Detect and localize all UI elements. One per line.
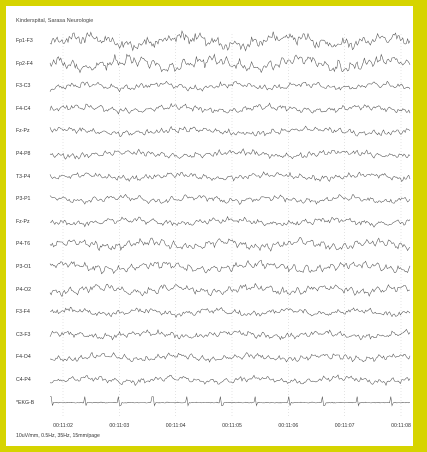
channel-label: T3-P4 <box>16 173 31 180</box>
channel-label: P4-P8 <box>16 151 31 157</box>
eeg-channel-trace <box>49 259 411 275</box>
recording-settings: 10uV/mm, 0.5Hz, 35Hz, 15mm/page <box>16 433 100 439</box>
eeg-channel-trace <box>49 194 411 205</box>
channel-label: *EKG-B <box>16 399 35 406</box>
channel-label: P3-O1 <box>16 264 31 270</box>
channel-label: Fp1-F3 <box>16 38 33 44</box>
channel-label: P3-P1 <box>16 196 31 203</box>
eeg-channel-trace <box>49 125 411 137</box>
channel-label: F4-O4 <box>16 354 31 361</box>
channel-label: C4-P4 <box>16 377 31 383</box>
channel-label: F3-C3 <box>16 83 31 90</box>
eeg-channel-trace <box>49 215 411 228</box>
eeg-channel-trace <box>49 30 411 52</box>
channel-label: F3-F4 <box>16 309 30 316</box>
eeg-channel-trace <box>49 374 411 386</box>
eeg-channel-trace <box>49 328 411 341</box>
eeg-channel-trace <box>49 148 411 160</box>
eeg-trace-area[interactable] <box>6 6 413 446</box>
channel-label: F4-C4 <box>16 105 31 112</box>
channel-label: Fz-Pz <box>16 128 30 135</box>
eeg-channel-trace <box>50 306 411 318</box>
eeg-channel-trace <box>49 351 411 363</box>
channel-label: C3-F3 <box>16 331 31 338</box>
eeg-channel-trace <box>49 102 411 115</box>
eeg-channel-trace <box>49 237 411 252</box>
eeg-channel-trace <box>49 171 411 182</box>
page-title: Kinderspital, Sarasa Neurologie <box>16 18 94 24</box>
eeg-channel-trace <box>49 53 411 74</box>
channel-label: Fp2-F4 <box>16 60 33 67</box>
eeg-channel-trace <box>49 282 410 298</box>
channel-label: P4-O2 <box>16 286 31 293</box>
eeg-channel-trace <box>50 396 411 407</box>
eeg-viewer: Kinderspital, Sarasa Neurologie Fp1-F3 Fp… <box>6 6 413 446</box>
channel-label: Fz-Pz <box>16 218 30 225</box>
channel-label: P4-T6 <box>16 241 31 248</box>
eeg-channel-trace <box>49 80 411 93</box>
